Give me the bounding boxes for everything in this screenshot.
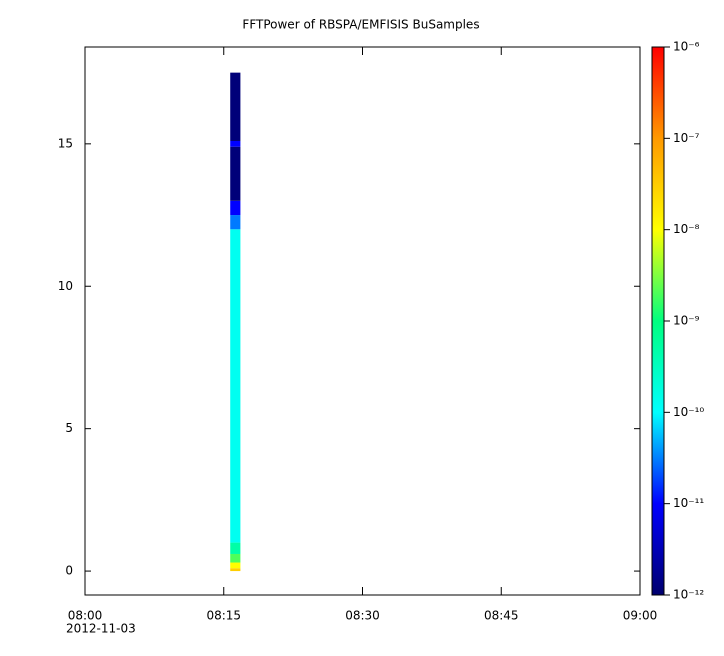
- colorbar-tick-label: 10⁻¹²: [673, 588, 704, 602]
- x-tick-label: 09:00: [623, 609, 658, 623]
- spectrogram-cell: [230, 146, 241, 201]
- date-label: 2012-11-03: [66, 622, 136, 636]
- spectrogram-cell: [230, 568, 241, 572]
- spectrogram-cell: [230, 229, 241, 543]
- spectrogram-cell: [230, 542, 241, 554]
- spectrogram-cell: [230, 72, 241, 141]
- colorbar-tick-label: 10⁻⁶: [673, 40, 700, 54]
- x-tick-label: 08:45: [484, 609, 519, 623]
- spectrogram-cell: [230, 562, 241, 569]
- x-tick-label: 08:00: [68, 609, 103, 623]
- colorbar-tick-label: 10⁻⁹: [673, 314, 700, 328]
- colorbar-tick-label: 10⁻¹⁰: [673, 405, 704, 419]
- spectrogram-cell: [230, 200, 241, 216]
- spectrogram-cell: [230, 140, 241, 147]
- colorbar: [651, 46, 665, 596]
- x-tick-label: 08:15: [206, 609, 241, 623]
- spectrogram-cell: [230, 215, 241, 230]
- y-tick-label: 10: [58, 279, 73, 293]
- chart-title: FFTPower of RBSPA/EMFISIS BuSamples: [242, 18, 479, 32]
- spectrogram-cell: [230, 553, 241, 563]
- colorbar-tick-label: 10⁻⁸: [673, 222, 700, 236]
- plot-frame: [84, 46, 641, 596]
- x-tick-label: 08:30: [345, 609, 380, 623]
- y-tick-label: 15: [58, 136, 73, 150]
- y-tick-label: 0: [65, 564, 73, 578]
- colorbar-tick-label: 10⁻¹¹: [673, 496, 704, 510]
- y-tick-label: 5: [65, 421, 73, 435]
- colorbar-tick-label: 10⁻⁷: [673, 131, 700, 145]
